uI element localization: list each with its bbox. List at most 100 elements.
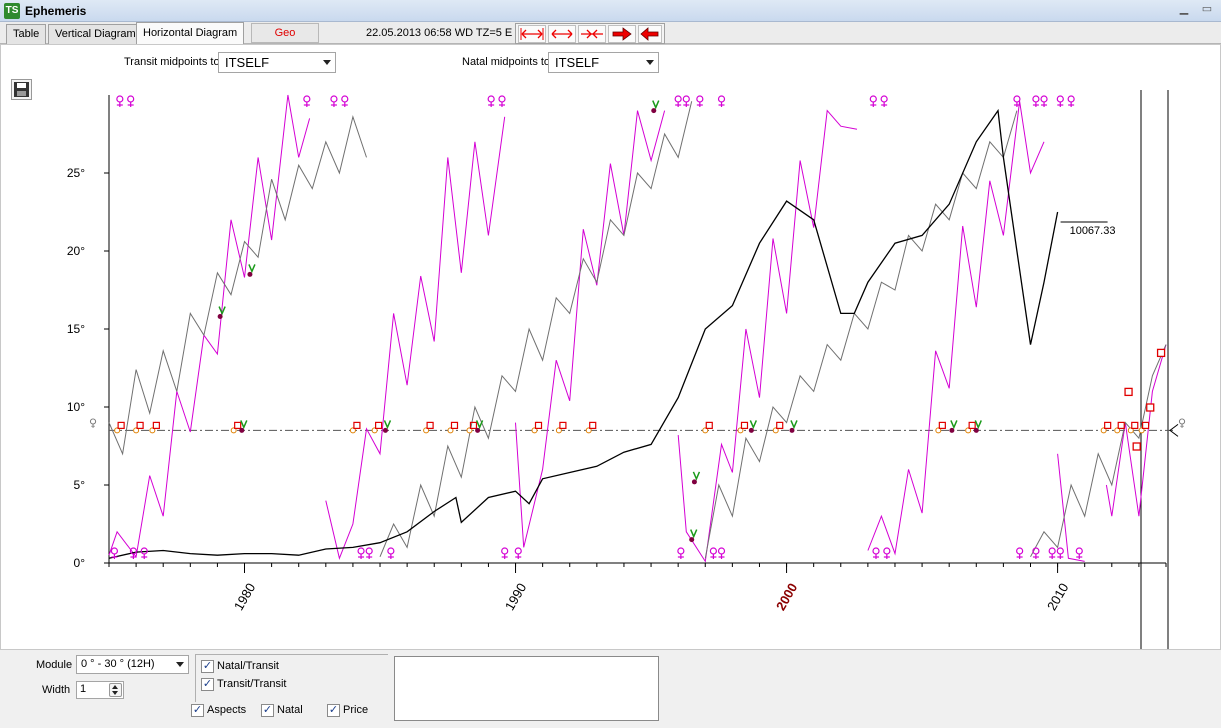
ts-app-icon[interactable]: TS bbox=[4, 3, 20, 19]
transit-transit-checkbox[interactable]: ✓ bbox=[201, 678, 214, 691]
planet-glyph-icon bbox=[303, 95, 311, 103]
aspect-dot bbox=[1100, 427, 1107, 434]
price-checkbox[interactable]: ✓ bbox=[327, 704, 340, 717]
aspect-dot bbox=[973, 427, 979, 433]
aspect-dot bbox=[789, 427, 795, 433]
shrink-arrows-icon[interactable] bbox=[548, 25, 576, 43]
aspect-dot bbox=[349, 427, 356, 434]
planet_2-line bbox=[704, 110, 1018, 559]
aspect-trine-icon bbox=[218, 306, 226, 316]
planet-glyph-icon bbox=[1016, 547, 1024, 555]
planet-glyph-icon bbox=[1048, 547, 1056, 555]
planet-glyph-icon bbox=[717, 547, 726, 555]
restore-icon[interactable]: ▭ bbox=[1201, 3, 1213, 15]
aspect-trine-icon bbox=[383, 420, 392, 430]
y-tick-label: 15° bbox=[67, 322, 85, 336]
spin-up-icon[interactable] bbox=[112, 685, 118, 689]
planet-glyph-icon: ♀ bbox=[89, 416, 97, 429]
module-label: Module bbox=[36, 659, 73, 671]
planet-glyph-icon bbox=[674, 95, 682, 103]
aspect-dot bbox=[691, 479, 697, 485]
tab-table[interactable]: Table bbox=[6, 24, 47, 44]
ephemeris-chart[interactable]: 0° 5° 10° 15° 20° 25° 1980 1990 2000 2010 10067.3… bbox=[1, 45, 1220, 649]
expand-arrows-icon[interactable] bbox=[518, 25, 546, 43]
aspect-square-icon bbox=[1131, 421, 1139, 429]
arrow-left-icon[interactable] bbox=[638, 25, 662, 43]
aspect-trine-icon bbox=[475, 420, 484, 430]
aspect-dot bbox=[531, 427, 538, 434]
planet-glyph-icon bbox=[880, 95, 888, 103]
aspect-square-icon bbox=[234, 421, 242, 429]
aspect-dot bbox=[748, 427, 754, 433]
aspect-trine-icon bbox=[749, 420, 758, 430]
aspect-dot bbox=[737, 427, 744, 434]
x-tick-label: 1980 bbox=[231, 580, 258, 613]
datetime-readout: 22.05.2013 06:58 WD TZ=5 E bbox=[366, 27, 513, 39]
tab-bar: Table Vertical Diagram Horizontal Diagra… bbox=[0, 22, 1221, 44]
tab-horizontal-diagram[interactable]: Horizontal Diagram bbox=[136, 22, 245, 44]
aspect-square-icon bbox=[1142, 421, 1150, 429]
save-icon[interactable] bbox=[11, 79, 32, 100]
planet-glyph-icon bbox=[1075, 547, 1083, 555]
planet-glyph-icon bbox=[883, 547, 891, 555]
aspect-square-icon bbox=[353, 421, 361, 429]
aspect-square-icon bbox=[1124, 387, 1133, 397]
geo-button[interactable]: Geo bbox=[251, 23, 319, 43]
aspect-dot bbox=[133, 427, 140, 434]
price-label: Price bbox=[343, 704, 369, 716]
aspects-checkbox[interactable]: ✓ bbox=[191, 704, 204, 717]
aspect-square-icon bbox=[776, 421, 784, 429]
aspect-trine-icon bbox=[248, 264, 256, 274]
aspect-dot bbox=[247, 271, 253, 277]
aspect-dot bbox=[689, 537, 695, 543]
spinner-buttons[interactable] bbox=[109, 683, 122, 697]
natal-midpoints-select[interactable]: ITSELF bbox=[548, 52, 659, 73]
tab-vertical-diagram[interactable]: Vertical Diagram bbox=[48, 24, 143, 44]
collapse-arrows-icon[interactable] bbox=[578, 25, 606, 43]
planet-glyph-icon: ♀ bbox=[1178, 416, 1186, 429]
price-label: 10067.33 bbox=[1070, 225, 1116, 237]
aspect-trine-icon bbox=[652, 100, 660, 110]
aspect-dot bbox=[965, 427, 972, 434]
aspect-dot bbox=[239, 427, 245, 433]
planet_2-line bbox=[379, 101, 693, 557]
price-line bbox=[108, 108, 1059, 559]
aspect-dot bbox=[772, 427, 779, 434]
aspect-square-icon bbox=[1132, 442, 1141, 451]
planet_1-line bbox=[1057, 453, 1085, 562]
natal-transit-checkbox[interactable]: ✓ bbox=[201, 660, 214, 673]
aspect-square-icon bbox=[152, 421, 160, 429]
spin-down-icon[interactable] bbox=[112, 691, 118, 695]
transit-transit-label: Transit/Transit bbox=[217, 678, 287, 690]
title-bar: TS Ephemeris ▁ ▭ bbox=[0, 0, 1221, 22]
aspect-dot bbox=[702, 427, 709, 434]
planet_1-line bbox=[1105, 344, 1167, 517]
planet-glyph-icon bbox=[1013, 95, 1021, 103]
minimize-icon[interactable]: ▁ bbox=[1179, 3, 1189, 15]
planet-glyph-icon bbox=[872, 547, 880, 555]
aspect-square-icon bbox=[534, 421, 543, 429]
bottom-controls: Module 0 ° - 30 ° (12H) Width 1 ✓ Natal/… bbox=[0, 650, 1221, 728]
aspect-dot bbox=[217, 314, 223, 320]
natal-checkbox[interactable]: ✓ bbox=[261, 704, 274, 717]
aspect-dot bbox=[1114, 427, 1121, 434]
aspect-dot bbox=[230, 427, 237, 434]
transit-midpoints-select[interactable]: ITSELF bbox=[218, 52, 336, 73]
aspect-square-icon bbox=[968, 421, 976, 429]
pointer-icon bbox=[1169, 424, 1179, 437]
module-select[interactable]: 0 ° - 30 ° (12H) bbox=[76, 655, 189, 674]
transit-midpoints-value: ITSELF bbox=[225, 55, 270, 70]
x-tick-label: 2000 bbox=[773, 580, 800, 613]
planet-glyph-icon bbox=[514, 547, 522, 555]
width-spinner[interactable]: 1 bbox=[76, 681, 124, 699]
planet-glyph-icon bbox=[869, 95, 877, 103]
planet-glyph-icon bbox=[498, 95, 506, 103]
horizontal-diagram-panel: Transit midpoints to ITSELF Natal midpoi… bbox=[0, 44, 1221, 650]
aspect-trine-icon bbox=[790, 420, 798, 430]
arrow-right-icon[interactable] bbox=[608, 25, 636, 43]
planet-glyph-icon bbox=[110, 547, 119, 555]
aspect-trine-icon bbox=[950, 420, 958, 430]
chevron-down-icon bbox=[646, 60, 654, 65]
planet-glyph-icon bbox=[387, 547, 395, 555]
aspect-square-icon bbox=[469, 421, 478, 429]
